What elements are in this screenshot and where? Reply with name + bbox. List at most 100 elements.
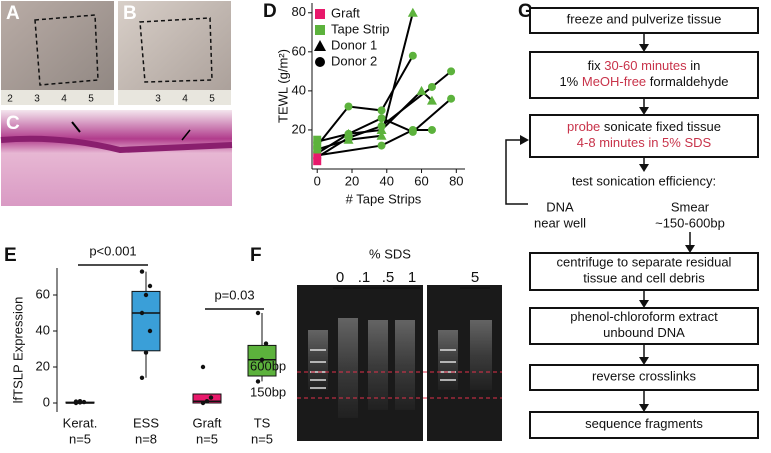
flow-text-segment: 4-8 minutes in 5% SDS [577,135,712,150]
branch-left: near well [534,215,586,230]
x-tick-label: 40 [380,173,394,188]
ruler [1,90,114,105]
y-axis-label: lfTSLP Expression [10,297,25,404]
branch-title: test sonication efficiency: [572,173,716,188]
n-label: n=5 [251,431,273,446]
legend-swatch [315,25,325,35]
marker [313,135,322,144]
marker [408,125,417,134]
panel-label: C [6,113,20,134]
flow-text-segment: centrifuge to separate residual [557,255,732,270]
point [143,350,149,355]
flow-text-segment: probe [567,119,600,134]
arrowhead [639,164,649,172]
marker [447,94,456,103]
significance-label: p=0.03 [214,287,254,302]
branch-right: ~150-600bp [655,215,725,230]
x-tick-label: TS [254,415,271,430]
point [143,292,149,298]
legend-swatch [314,40,326,51]
gel-title: % SDS [369,246,411,261]
marker [408,51,417,60]
marker [344,133,353,142]
y-axis-label: TEWL (g/m²) [275,49,290,123]
ruler [118,90,231,105]
flow-text: freeze and pulverize tissue [567,12,722,27]
point [81,399,87,405]
panel-label: A [6,3,20,24]
flow-text: centrifuge to separate residual [557,255,732,270]
arrowhead [520,135,529,145]
marker [344,102,353,111]
flow-text: unbound DNA [603,325,685,340]
point [139,375,145,380]
arrowhead [639,404,649,412]
data-line [317,128,432,157]
y-tick-label: 0 [43,394,50,409]
ruler-label: 3 [34,94,40,105]
marker [377,106,386,115]
legend-swatch [315,9,325,19]
arrowhead [639,357,649,365]
legend-swatch [315,57,325,67]
x-tick-label: Kerat. [63,415,98,430]
ruler-label: 4 [182,94,188,105]
branch-left: DNA [546,199,574,214]
flow-text-segment: formaldehyde [646,74,728,89]
point [147,328,153,334]
flow-text: sequence fragments [585,416,703,431]
arrow [71,121,81,133]
flow-text-segment: phenol-chloroform extract [570,309,718,324]
legend-label: Donor 2 [331,53,377,68]
size-marker: 600bp [250,358,286,373]
marker [427,125,436,134]
flow-text: fix 30-60 minutes in [588,58,701,73]
marker [313,157,322,166]
panel-label: D [263,1,277,22]
marker [407,7,418,17]
flow-text: 1% MeOH-free formaldehyde [559,74,728,89]
lane-label: .1 [358,269,371,286]
ruler-label: 5 [88,94,94,105]
marker [427,82,436,91]
flow-text-segment: in [687,58,701,73]
arrow [181,129,191,141]
histology-photo [1,110,232,206]
x-axis-label: # Tape Strips [346,191,422,206]
significance-label: p<0.001 [89,243,136,258]
ruler-label: 2 [7,94,13,105]
gel-lanes [308,318,492,418]
x-tick-label: Graft [193,415,222,430]
flow-text-segment: unbound DNA [603,325,685,340]
marker [447,67,456,76]
arrowhead [639,107,649,115]
flow-text: reverse crosslinks [592,369,697,384]
panel-label: F [250,245,262,266]
lane-label: 5 [471,269,479,286]
x-tick-label: 60 [414,173,428,188]
panel-label: B [123,3,137,24]
marker [377,122,386,131]
y-tick-label: 20 [36,358,50,373]
branch-right: Smear [671,199,710,214]
flow-step [529,114,759,158]
legend-label: Donor 1 [331,37,377,52]
point [208,395,214,400]
n-label: n=5 [69,431,91,446]
y-tick-label: 80 [292,4,306,19]
flow-text-segment: tissue and cell debris [583,271,705,286]
flow-text-segment: 1% [559,74,581,89]
n-label: n=8 [135,431,157,446]
flow-text: probe sonicate fixed tissue [567,119,721,134]
flow-text-segment: freeze and pulverize tissue [567,12,722,27]
flow-text-segment: sonicate fixed tissue [600,119,721,134]
data-line [316,55,414,147]
lane-label: .5 [382,269,395,286]
ruler-label: 3 [155,94,161,105]
dashed-outline [34,14,99,86]
size-marker: 150bp [250,384,286,399]
marker [313,141,322,150]
lane-label: 0 [336,269,344,286]
x-tick-label: ESS [133,415,159,430]
y-tick-label: 40 [36,322,50,337]
